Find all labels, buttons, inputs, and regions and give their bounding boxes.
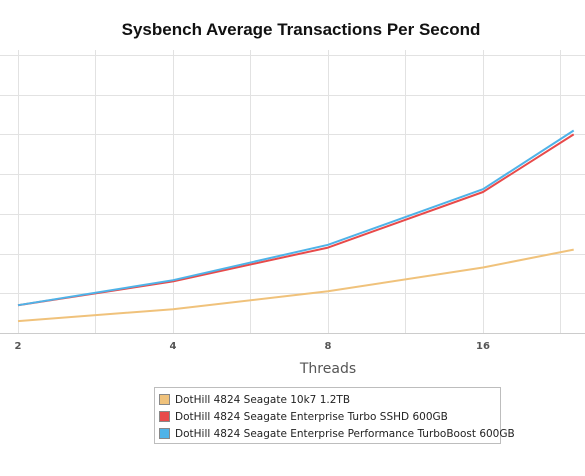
grid: [0, 50, 585, 334]
legend-swatch: [159, 411, 170, 422]
legend-swatch: [159, 394, 170, 405]
x-tick-label: 2: [15, 341, 22, 352]
legend-item[interactable]: DotHill 4824 Seagate Enterprise Performa…: [159, 425, 515, 442]
x-tick-label: 16: [476, 341, 490, 352]
legend-item[interactable]: DotHill 4824 Seagate Enterprise Turbo SS…: [159, 408, 500, 425]
legend-label: DotHill 4824 Seagate Enterprise Turbo SS…: [175, 410, 448, 423]
x-tick-label: 8: [325, 341, 332, 352]
legend-item[interactable]: DotHill 4824 Seagate 10k7 1.2TB: [159, 391, 500, 408]
series-line-1: [17, 248, 574, 323]
series-layer: [17, 129, 575, 323]
legend: DotHill 4824 Seagate 10k7 1.2TB DotHill 4…: [154, 387, 515, 444]
x-axis-label: Threads: [299, 361, 356, 377]
series-line-3: [17, 129, 575, 307]
x-ticks: 2 4 8 16: [15, 341, 490, 352]
legend-label: DotHill 4824 Seagate 10k7 1.2TB: [175, 393, 351, 406]
chart-title: Sysbench Average Transactions Per Second: [122, 20, 481, 39]
legend-label: DotHill 4824 Seagate Enterprise Performa…: [175, 427, 515, 440]
legend-swatch: [159, 428, 170, 439]
series-line-2: [17, 133, 575, 307]
x-tick-label: 4: [170, 341, 177, 352]
